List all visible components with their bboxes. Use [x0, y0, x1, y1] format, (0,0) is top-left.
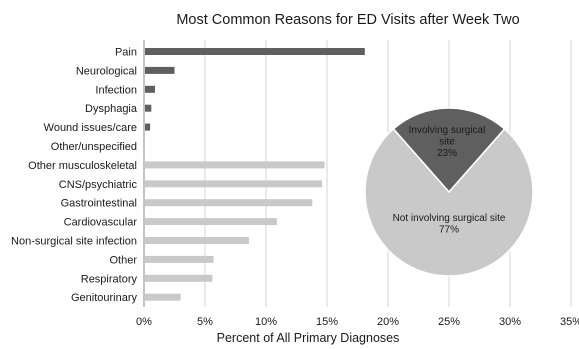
bar [145, 255, 214, 263]
x-tick-labels: 0% 5% 10% 15% 20% 25% 30% 35% [136, 316, 579, 328]
category-label: Wound issues/care [44, 122, 137, 134]
bar [145, 161, 325, 169]
category-label: Cardiovascular [64, 217, 138, 229]
chart-title: Most Common Reasons for ED Visits after … [176, 12, 519, 28]
bar [145, 180, 323, 188]
x-tick-label: 10% [255, 316, 277, 328]
bar [145, 123, 151, 131]
pie-slice [364, 127, 534, 277]
x-tick-label: 35% [560, 316, 579, 328]
x-tick-label: 5% [197, 316, 213, 328]
bar [145, 199, 313, 207]
x-tick-label: 25% [438, 316, 460, 328]
x-tick-label: 15% [316, 316, 338, 328]
bar [145, 104, 152, 112]
pie-slice-label: Not involving surgical site 77% [393, 213, 506, 236]
bar-series [145, 48, 365, 301]
category-label: Neurological [76, 65, 137, 77]
category-label: Pain [115, 47, 137, 59]
category-label: Other [109, 254, 137, 266]
bar [145, 274, 213, 282]
pie-slice [392, 107, 506, 194]
category-labels: Pain Neurological Infection Dysphagia Wound … [11, 47, 138, 305]
pie-chart: Involving surgical site 23% Not involving s… [364, 107, 534, 277]
bar [145, 48, 365, 55]
category-label: Other/unspecified [51, 141, 137, 153]
bar [145, 293, 181, 301]
category-label: Infection [95, 84, 137, 96]
category-label: Genitourinary [71, 292, 138, 304]
x-tick-label: 30% [499, 316, 521, 328]
category-label: Gastrointestinal [61, 198, 137, 210]
category-label: Other musculoskeletal [28, 160, 137, 172]
pie-slice-label: Involving surgical site 23% [409, 125, 486, 159]
category-label: Non-surgical site infection [11, 236, 137, 248]
bar [145, 237, 249, 244]
bar [145, 218, 277, 226]
x-tick-label: 20% [377, 316, 399, 328]
x-tick-label: 0% [136, 316, 152, 328]
bar [145, 85, 155, 93]
bar [145, 66, 175, 74]
category-label: Respiratory [81, 273, 138, 285]
x-axis-label: Percent of All Primary Diagnoses [217, 331, 400, 345]
category-label: Dysphagia [85, 103, 138, 115]
category-label: CNS/psychiatric [59, 179, 138, 191]
